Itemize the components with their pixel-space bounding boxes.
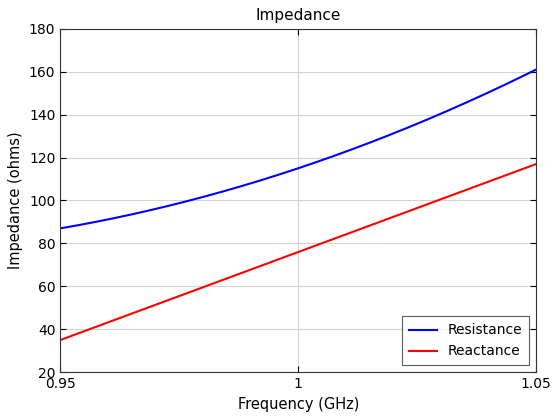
Resistance [533, 67, 540, 72]
Reactance [283, 254, 290, 259]
Reactance [447, 193, 454, 198]
Resistance [521, 73, 528, 78]
Reactance [286, 253, 292, 258]
Y-axis label: Impedance (ohms): Impedance (ohms) [8, 131, 24, 269]
Resistance [315, 159, 321, 164]
Legend: Resistance, Reactance: Resistance, Reactance [402, 317, 529, 365]
Resistance [283, 170, 290, 175]
Title: Impedance: Impedance [255, 8, 341, 24]
Line: Reactance: Reactance [60, 164, 536, 340]
Line: Resistance: Resistance [60, 69, 536, 228]
Reactance [340, 233, 347, 238]
Resistance [340, 150, 347, 155]
Reactance [521, 165, 528, 171]
Reactance [315, 242, 321, 247]
Resistance [286, 169, 292, 174]
Reactance [533, 161, 540, 166]
X-axis label: Frequency (GHz): Frequency (GHz) [237, 396, 359, 412]
Resistance [447, 107, 454, 112]
Reactance [57, 338, 64, 343]
Resistance [57, 226, 64, 231]
